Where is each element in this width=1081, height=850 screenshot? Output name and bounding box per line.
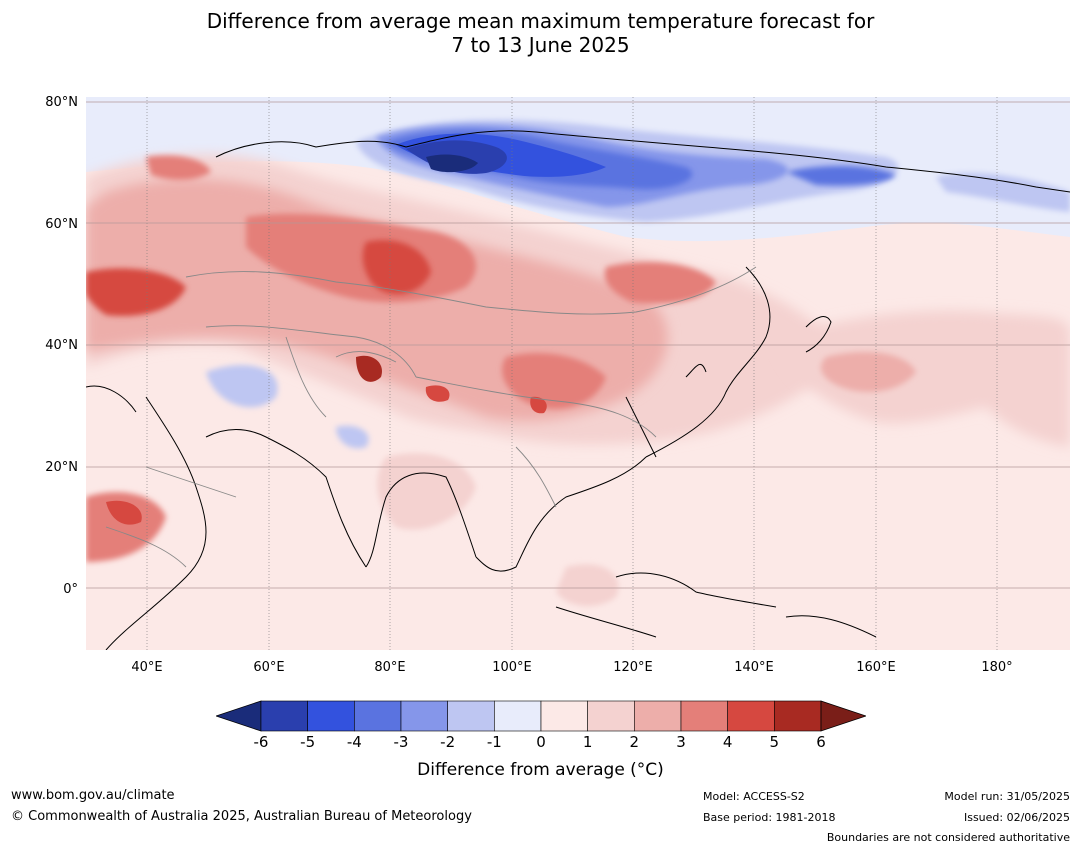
colorbar-segment bbox=[494, 700, 542, 732]
colorbar-segment bbox=[587, 700, 635, 732]
coastlines bbox=[86, 130, 1070, 650]
colorbar-segment bbox=[307, 700, 355, 732]
colorbar-segment bbox=[540, 700, 588, 732]
website-link[interactable]: www.bom.gov.au/climate bbox=[11, 788, 175, 803]
colorbar-segment bbox=[634, 700, 682, 732]
base-period-text: Base period: 1981-2018 bbox=[703, 811, 836, 824]
lon-label-120e: 120°E bbox=[613, 660, 653, 675]
temperature-anomaly-map bbox=[86, 97, 1070, 650]
lon-label-60e: 60°E bbox=[253, 660, 285, 675]
disclaimer-text: Boundaries are not considered authoritat… bbox=[826, 831, 1070, 844]
colorbar-tick-label: 4 bbox=[722, 733, 733, 751]
colorbar-tick-label: 2 bbox=[629, 733, 640, 751]
title-line-1: Difference from average mean maximum tem… bbox=[206, 9, 875, 33]
issued-text: Issued: 02/06/2025 bbox=[963, 811, 1070, 824]
warm-anomaly-region bbox=[86, 154, 1070, 607]
latitude-lines bbox=[86, 101, 1070, 589]
colorbar-tick-label: -6 bbox=[253, 733, 269, 751]
lon-label-180: 180° bbox=[981, 660, 1013, 675]
title-line-2: 7 to 13 June 2025 bbox=[451, 33, 630, 57]
colorbar-extend-high bbox=[820, 700, 866, 732]
lon-label-160e: 160°E bbox=[856, 660, 896, 675]
lat-label-0: 0° bbox=[63, 582, 78, 597]
colorbar-segment bbox=[680, 700, 728, 732]
map-title: Difference from average mean maximum tem… bbox=[0, 9, 1081, 57]
colorbar-tick-label: 3 bbox=[676, 733, 686, 751]
colorbar-tick-label: 5 bbox=[769, 733, 780, 751]
lat-label-20n: 20°N bbox=[45, 460, 78, 475]
map-svg bbox=[86, 97, 1070, 650]
country-borders bbox=[105, 266, 757, 568]
model-text: Model: ACCESS-S2 bbox=[703, 790, 805, 803]
colorbar-segment bbox=[727, 700, 775, 732]
colorbar-segment bbox=[354, 700, 402, 732]
model-run-text: Model run: 31/05/2025 bbox=[944, 790, 1070, 803]
colorbar-segment bbox=[447, 700, 495, 732]
graticule bbox=[146, 97, 998, 650]
lat-label-40n: 40°N bbox=[45, 338, 78, 353]
colorbar bbox=[216, 700, 866, 732]
colorbar-tick-label: -5 bbox=[300, 733, 316, 751]
cold-anomaly-region bbox=[86, 97, 1070, 449]
lon-label-40e: 40°E bbox=[131, 660, 163, 675]
colorbar-segment bbox=[260, 700, 308, 732]
lon-label-80e: 80°E bbox=[374, 660, 406, 675]
lon-label-100e: 100°E bbox=[492, 660, 532, 675]
colorbar-tick-label: -2 bbox=[440, 733, 456, 751]
colorbar-segment bbox=[774, 700, 822, 732]
colorbar-tick-label: -3 bbox=[393, 733, 409, 751]
colorbar-tick-label: 6 bbox=[816, 733, 826, 751]
colorbar-label: Difference from average (°C) bbox=[417, 760, 664, 780]
colorbar-extend-low bbox=[216, 700, 262, 732]
lon-label-140e: 140°E bbox=[734, 660, 774, 675]
colorbar-tick-label: -4 bbox=[346, 733, 362, 751]
copyright-text: © Commonwealth of Australia 2025, Austra… bbox=[11, 809, 472, 824]
lat-label-60n: 60°N bbox=[45, 217, 78, 232]
colorbar-tick-label: -1 bbox=[486, 733, 502, 751]
lat-label-80n: 80°N bbox=[45, 95, 78, 110]
colorbar-segment bbox=[400, 700, 448, 732]
colorbar-tick-label: 1 bbox=[582, 733, 593, 751]
colorbar-tick-label: 0 bbox=[536, 733, 546, 751]
